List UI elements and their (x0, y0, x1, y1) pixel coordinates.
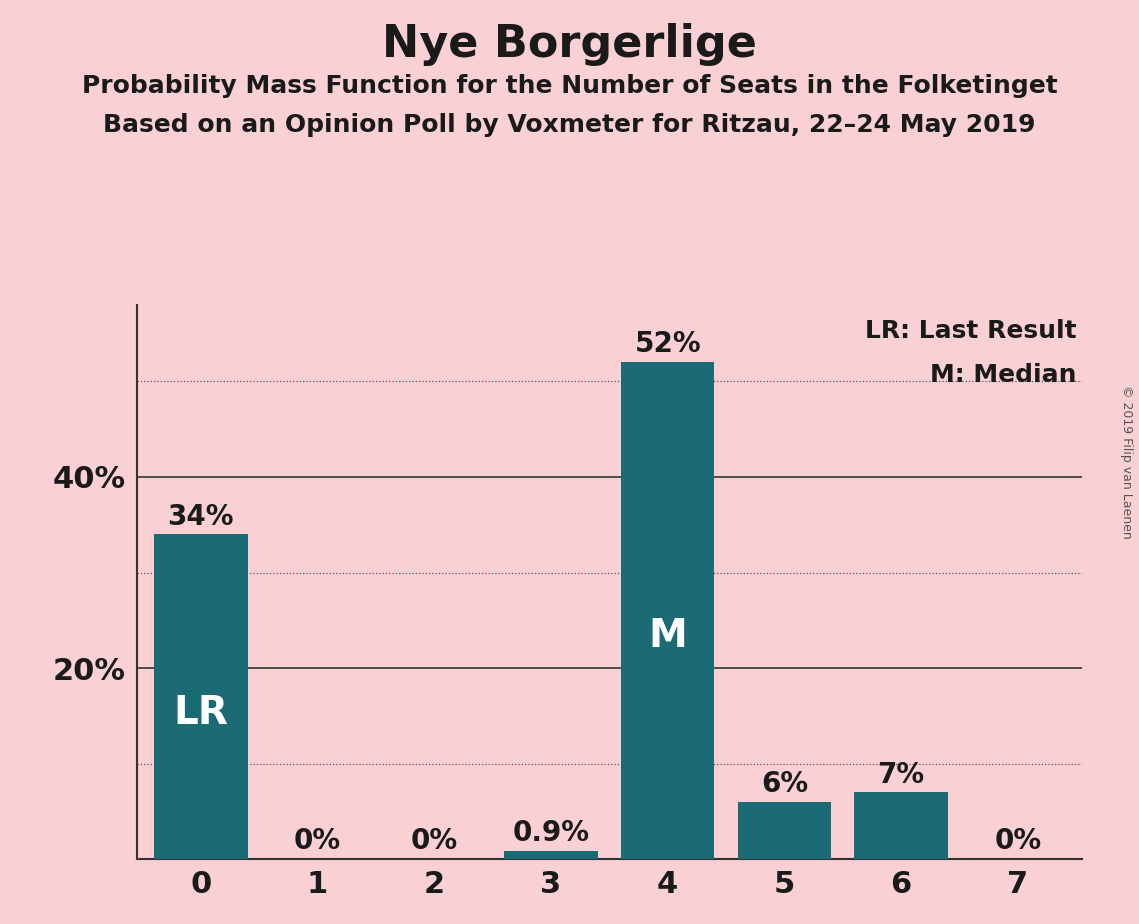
Text: Probability Mass Function for the Number of Seats in the Folketinget: Probability Mass Function for the Number… (82, 74, 1057, 98)
Text: 0%: 0% (994, 828, 1041, 856)
Text: 52%: 52% (634, 331, 700, 359)
Bar (621, 362, 714, 859)
Text: 34%: 34% (167, 503, 235, 530)
Bar (505, 851, 598, 859)
Text: © 2019 Filip van Laenen: © 2019 Filip van Laenen (1121, 385, 1133, 539)
Text: Based on an Opinion Poll by Voxmeter for Ritzau, 22–24 May 2019: Based on an Opinion Poll by Voxmeter for… (104, 113, 1035, 137)
Text: M: Median: M: Median (929, 363, 1076, 387)
Text: 6%: 6% (761, 770, 808, 798)
Bar (738, 802, 831, 859)
Text: M: M (648, 616, 687, 654)
Text: LR: Last Result: LR: Last Result (865, 319, 1076, 343)
Text: 0%: 0% (411, 828, 458, 856)
Text: 0.9%: 0.9% (513, 819, 590, 847)
Text: LR: LR (173, 694, 228, 732)
Bar (854, 793, 948, 859)
Text: 0%: 0% (294, 828, 342, 856)
Bar (154, 534, 247, 859)
Text: 7%: 7% (877, 760, 925, 788)
Text: Nye Borgerlige: Nye Borgerlige (382, 23, 757, 67)
